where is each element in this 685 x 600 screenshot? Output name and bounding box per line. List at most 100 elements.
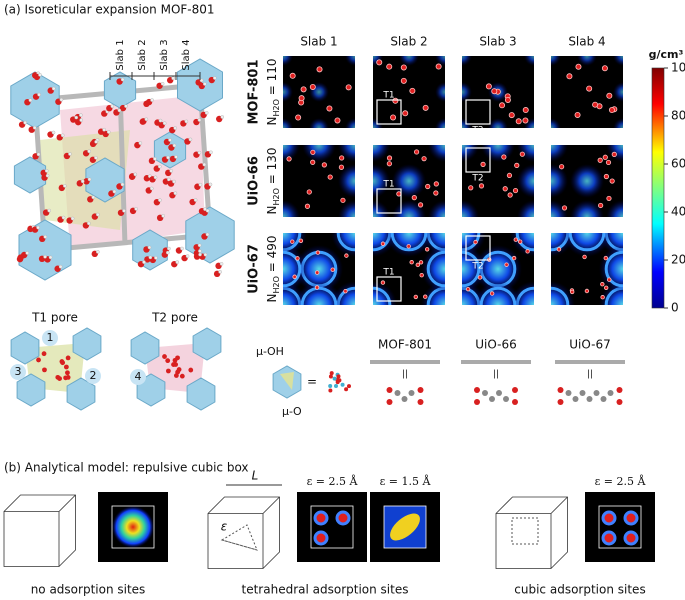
blob — [613, 56, 623, 66]
cluster — [130, 331, 160, 365]
peak — [586, 85, 593, 92]
water-h — [219, 262, 224, 266]
water-h — [95, 250, 100, 254]
cluster — [72, 327, 102, 361]
water-h — [122, 208, 126, 213]
carbon — [482, 390, 488, 396]
ring — [373, 286, 392, 305]
peak — [310, 159, 316, 165]
peak — [506, 172, 513, 179]
water-h — [175, 260, 180, 264]
water-h — [51, 86, 56, 91]
water-h — [173, 126, 178, 130]
peak — [514, 162, 520, 168]
water-o — [65, 375, 71, 380]
density-blobs — [551, 56, 623, 128]
peak — [606, 195, 612, 202]
row-count-part: = 130 — [265, 148, 279, 189]
peak — [418, 260, 424, 265]
water-h — [173, 191, 178, 196]
peak — [338, 164, 345, 170]
peak — [512, 187, 519, 194]
water-h — [43, 235, 48, 239]
water-h — [169, 169, 174, 173]
water-h — [202, 82, 207, 86]
peak — [300, 86, 307, 93]
peak — [477, 275, 483, 280]
site-label: 2 — [90, 369, 97, 382]
peak — [601, 65, 608, 72]
cluster — [10, 71, 60, 129]
length-symbol: L — [252, 469, 259, 483]
linker-symbol: || — [493, 370, 499, 380]
water-h — [28, 98, 33, 102]
water-h — [70, 216, 75, 221]
peak — [575, 63, 582, 70]
cluster — [10, 331, 40, 365]
water-o — [175, 355, 180, 361]
blob — [345, 56, 355, 66]
density-map — [551, 56, 623, 128]
water-h — [209, 150, 213, 155]
pore-box — [465, 235, 491, 261]
peak — [435, 63, 442, 70]
oxygen — [512, 387, 518, 393]
carbon — [586, 396, 593, 402]
water-o — [63, 364, 69, 370]
peak — [504, 262, 509, 267]
blob — [435, 82, 445, 102]
peak — [295, 114, 302, 121]
carbon — [496, 390, 502, 396]
peak — [522, 107, 529, 114]
water-h — [94, 155, 98, 160]
peak — [386, 63, 393, 70]
water-h — [124, 104, 128, 108]
water-h — [174, 155, 178, 159]
carbon — [394, 390, 401, 396]
water-h — [112, 189, 117, 194]
blob — [570, 200, 604, 217]
peak — [433, 190, 439, 196]
peak — [603, 285, 609, 290]
pore-box — [465, 99, 491, 125]
map-label: ε = 2.5 Å — [595, 474, 647, 488]
peak — [602, 154, 608, 160]
case-caption: cubic adsorption sites — [514, 583, 645, 597]
panel-a-title: (a) Isoreticular expansion MOF-801 — [4, 3, 215, 17]
water-o — [60, 360, 66, 366]
epsilon-symbol: ε — [221, 520, 228, 534]
blob — [551, 118, 561, 128]
colorbar-tick-label: 0 — [671, 301, 679, 315]
column-header: Slab 1 — [300, 35, 337, 49]
oxygen — [417, 387, 424, 393]
carbon — [600, 396, 607, 402]
blob — [462, 82, 472, 102]
peak — [566, 73, 573, 80]
water-o — [65, 370, 70, 376]
peak — [433, 181, 439, 187]
row-count-part: N — [265, 294, 279, 303]
water-h — [185, 254, 190, 258]
water-o — [173, 362, 179, 367]
peak — [339, 155, 345, 161]
cluster — [16, 373, 46, 407]
peak — [334, 117, 341, 124]
peak — [409, 260, 414, 265]
slab-label: Slab 1 — [115, 39, 126, 70]
equals: = — [307, 375, 317, 389]
water-h — [117, 108, 122, 113]
water-h — [79, 113, 83, 117]
peak — [422, 104, 429, 111]
water-h — [38, 73, 42, 77]
water-h — [142, 260, 146, 264]
density-blobs — [283, 56, 355, 128]
peak — [485, 83, 492, 90]
pore-box — [376, 99, 402, 125]
peak — [525, 249, 530, 254]
site-label: 1 — [47, 331, 54, 344]
water-h — [218, 270, 222, 274]
peak — [561, 205, 568, 211]
water-h — [198, 252, 202, 257]
density-blobs — [283, 145, 355, 217]
